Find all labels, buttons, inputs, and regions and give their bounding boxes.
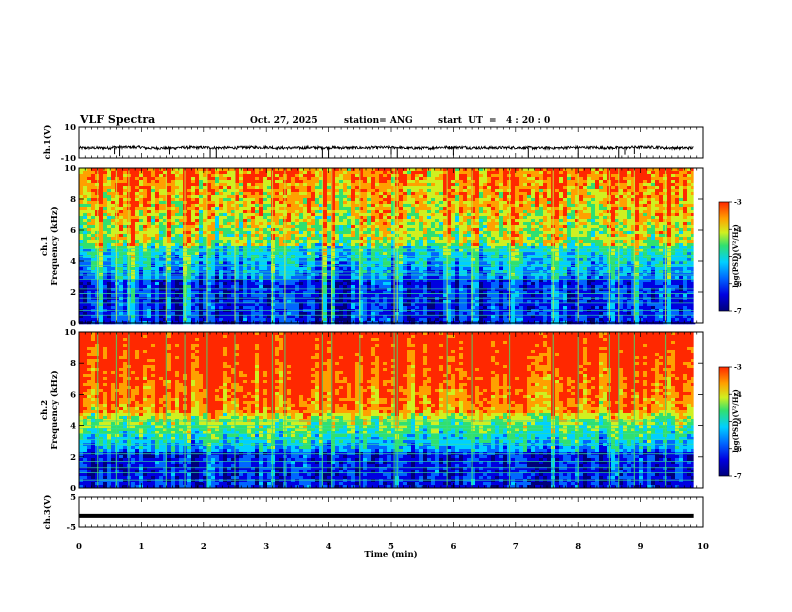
x-tick-label: 4 (326, 542, 332, 552)
cb1-tick: -3 (734, 198, 742, 207)
x-tick-label: 6 (450, 542, 456, 552)
ch2-colorbar: -3 -4 -5 -6 -7 (718, 363, 742, 481)
ch3-ytick: 5 (70, 493, 76, 503)
ch2-spectrogram-panel: 0 2 4 6 8 10 (64, 328, 704, 494)
cb1-tick: -4 (734, 225, 742, 234)
cb2-scale (718, 366, 730, 477)
ch3-ylabel: ch.3(V) (42, 495, 53, 530)
ch1-colorbar: -3 -4 -5 -6 -7 (718, 198, 742, 316)
x-axis-label: Time (min) (364, 549, 417, 560)
cb2-tick: -4 (734, 390, 742, 399)
cb1-label: log(PSD)(V²/Hz) (731, 224, 740, 288)
spec1-channel-label: ch.1 (40, 236, 50, 256)
p1-ytick: 0 (70, 319, 76, 329)
cb2-tick: -6 (734, 444, 742, 453)
p2-ytick: 0 (70, 484, 76, 494)
x-tick-label: 1 (138, 542, 144, 552)
x-tick-label: 10 (697, 542, 709, 552)
ch3-ytick: -5 (67, 523, 77, 533)
p2-ytick: 10 (64, 328, 76, 338)
p1-ytick: 2 (70, 288, 76, 298)
p1-ytick: 4 (70, 257, 76, 267)
spec2-channel-label: ch.2 (40, 400, 50, 420)
cb2-tick: -7 (734, 472, 742, 481)
figure-title: VLF Spectra (79, 113, 155, 126)
station-label: station= ANG (344, 116, 413, 126)
date-label: Oct. 27, 2025 (250, 116, 318, 126)
cb2-label: log(PSD)(V²/Hz) (731, 389, 740, 453)
p2-ytick: 2 (70, 453, 76, 463)
spec2-ylabel: Frequency (kHz) (49, 370, 60, 449)
x-tick-label: 9 (638, 542, 644, 552)
time-axis: 0 1 2 3 4 5 6 7 8 9 10 (76, 542, 709, 552)
ch3-waveform-panel: -5 5 (67, 493, 704, 533)
ch1-ylabel: ch.1(V) (42, 125, 53, 160)
cb1-scale (718, 201, 730, 312)
ch1-waveform-panel: -10 10 (61, 123, 704, 164)
p2-ytick: 6 (70, 390, 76, 400)
x-tick-label: 3 (263, 542, 269, 552)
x-tick-label: 2 (201, 542, 207, 552)
x-tick-label: 8 (575, 542, 581, 552)
x-tick-label: 5 (388, 542, 394, 552)
cb1-tick: -5 (734, 252, 742, 261)
p2-cells (79, 332, 696, 489)
ch1-spectrogram-panel: 0 2 4 6 8 10 (64, 164, 704, 329)
x-tick-label: 7 (513, 542, 519, 552)
start-time-label: start UT = 4 : 20 : 0 (438, 116, 550, 126)
ch1-waveform-trace (78, 144, 694, 151)
cb2-tick: -3 (734, 363, 742, 372)
ch1-ytick: 10 (64, 123, 76, 133)
p1-ytick: 6 (70, 226, 76, 236)
ch1-ytick: -10 (61, 154, 76, 164)
x-tick-label: 0 (76, 542, 82, 552)
p1-ytick: 8 (70, 195, 76, 205)
p1-ytick: 10 (64, 164, 76, 174)
p2-ytick: 4 (70, 422, 76, 432)
cb2-tick: -5 (734, 417, 742, 426)
spec1-ylabel: Frequency (kHz) (49, 206, 60, 285)
cb1-tick: -7 (734, 307, 742, 316)
p2-ytick: 8 (70, 359, 76, 369)
cb1-tick: -6 (734, 279, 742, 288)
p1-cells (79, 168, 696, 325)
